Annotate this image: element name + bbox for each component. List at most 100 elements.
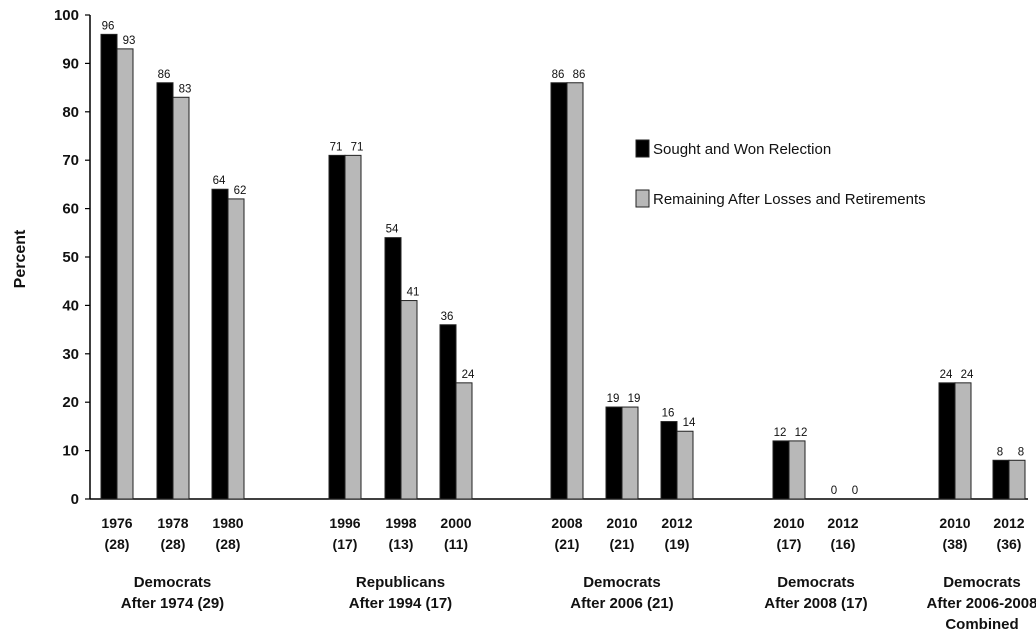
group-label: After 2006 (21) bbox=[570, 595, 673, 612]
data-label-sought-won: 19 bbox=[607, 393, 620, 405]
legend: Sought and Won Relection Remaining After… bbox=[635, 139, 926, 208]
x-tick-year: 2010 bbox=[939, 515, 970, 531]
bar-sought-won bbox=[439, 324, 457, 500]
data-label-remaining: 0 bbox=[852, 485, 858, 497]
x-tick-count: (17) bbox=[333, 536, 358, 552]
y-tick-label: 90 bbox=[62, 55, 79, 72]
data-label-remaining: 8 bbox=[1018, 446, 1024, 458]
bar-sought-won bbox=[211, 188, 229, 500]
bar-sought-won bbox=[100, 33, 118, 500]
group-label: After 2006-2008 bbox=[927, 595, 1036, 612]
bar-remaining bbox=[676, 430, 694, 500]
x-tick-count: (17) bbox=[777, 536, 802, 552]
group-label: Republicans bbox=[356, 574, 445, 591]
x-tick-year: 1978 bbox=[157, 515, 188, 531]
data-label-sought-won: 16 bbox=[662, 408, 675, 420]
bar-remaining bbox=[172, 96, 190, 500]
x-tick-count: (16) bbox=[831, 536, 856, 552]
bar-remaining bbox=[116, 48, 134, 500]
data-label-remaining: 14 bbox=[683, 417, 696, 429]
group-label: Democrats bbox=[777, 574, 855, 591]
y-tick-label: 80 bbox=[62, 104, 79, 121]
group-label: Democrats bbox=[943, 574, 1021, 591]
bar-remaining bbox=[227, 198, 245, 500]
legend-swatch-sought bbox=[635, 139, 650, 158]
data-label-sought-won: 64 bbox=[213, 175, 226, 187]
x-tick-year: 2012 bbox=[827, 515, 858, 531]
y-tick-label: 40 bbox=[62, 297, 79, 314]
y-tick-label: 30 bbox=[62, 346, 79, 363]
x-tick-count: (11) bbox=[444, 536, 468, 552]
data-label-remaining: 19 bbox=[628, 393, 641, 405]
x-tick-year: 1976 bbox=[101, 515, 132, 531]
bar-sought-won bbox=[772, 440, 790, 500]
x-tick-count: (36) bbox=[997, 536, 1022, 552]
bar-sought-won bbox=[660, 421, 678, 500]
x-tick-year: 2012 bbox=[993, 515, 1024, 531]
bar-sought-won bbox=[384, 237, 402, 500]
bar-remaining bbox=[455, 382, 473, 500]
x-tick-count: (28) bbox=[216, 536, 241, 552]
data-label-sought-won: 8 bbox=[997, 446, 1003, 458]
data-label-sought-won: 86 bbox=[552, 69, 565, 81]
group-label: After 1974 (29) bbox=[121, 595, 224, 612]
data-label-remaining: 62 bbox=[234, 185, 247, 197]
data-label-sought-won: 71 bbox=[330, 141, 343, 153]
bar-sought-won bbox=[328, 154, 346, 500]
x-tick-year: 2010 bbox=[606, 515, 637, 531]
data-label-remaining: 83 bbox=[179, 83, 192, 95]
legend-swatch-remaining bbox=[635, 189, 650, 208]
data-label-remaining: 71 bbox=[351, 141, 364, 153]
y-tick-label: 20 bbox=[62, 394, 79, 411]
bar-remaining bbox=[566, 82, 584, 500]
group-label: After 1994 (17) bbox=[349, 595, 452, 612]
bar-remaining bbox=[400, 300, 418, 500]
y-tick-label: 50 bbox=[62, 249, 79, 266]
x-tick-count: (38) bbox=[943, 536, 968, 552]
x-tick-year: 2010 bbox=[773, 515, 804, 531]
data-label-sought-won: 0 bbox=[831, 485, 837, 497]
x-tick-year: 1980 bbox=[212, 515, 243, 531]
bar-remaining bbox=[621, 406, 639, 500]
y-tick-label: 70 bbox=[62, 152, 79, 169]
data-label-sought-won: 96 bbox=[102, 20, 115, 32]
x-tick-count: (13) bbox=[389, 536, 414, 552]
x-tick-year: 1996 bbox=[329, 515, 360, 531]
data-label-sought-won: 24 bbox=[940, 369, 953, 381]
group-label: Democrats bbox=[134, 574, 212, 591]
x-tick-year: 2000 bbox=[440, 515, 471, 531]
bar-sought-won bbox=[550, 82, 568, 500]
bar-sought-won bbox=[605, 406, 623, 500]
bar-remaining bbox=[954, 382, 972, 500]
data-label-sought-won: 86 bbox=[158, 69, 171, 81]
data-label-sought-won: 12 bbox=[774, 427, 787, 439]
group-label: Combined bbox=[945, 616, 1018, 633]
data-label-remaining: 93 bbox=[123, 35, 136, 47]
bar-remaining bbox=[1008, 459, 1026, 500]
data-label-sought-won: 54 bbox=[386, 224, 399, 236]
data-label-remaining: 24 bbox=[961, 369, 974, 381]
bar-sought-won bbox=[992, 459, 1010, 500]
y-tick-label: 60 bbox=[62, 201, 79, 218]
x-tick-count: (28) bbox=[105, 536, 130, 552]
x-tick-count: (28) bbox=[161, 536, 186, 552]
data-label-sought-won: 36 bbox=[441, 311, 454, 323]
bar-remaining bbox=[788, 440, 806, 500]
data-label-remaining: 41 bbox=[407, 287, 420, 299]
data-label-remaining: 24 bbox=[462, 369, 475, 381]
data-label-remaining: 12 bbox=[795, 427, 808, 439]
data-label-remaining: 86 bbox=[573, 69, 586, 81]
legend-label-remaining: Remaining After Losses and Retirements bbox=[653, 191, 926, 208]
y-tick-label: 10 bbox=[62, 443, 79, 460]
group-label: Democrats bbox=[583, 574, 661, 591]
x-tick-year: 2012 bbox=[661, 515, 692, 531]
y-tick-label: 100 bbox=[54, 7, 79, 24]
bar-sought-won bbox=[938, 382, 956, 500]
x-tick-count: (21) bbox=[610, 536, 635, 552]
y-tick-label: 0 bbox=[71, 491, 79, 508]
bar-remaining bbox=[344, 154, 362, 500]
x-tick-count: (19) bbox=[665, 536, 690, 552]
bar-sought-won bbox=[156, 82, 174, 500]
